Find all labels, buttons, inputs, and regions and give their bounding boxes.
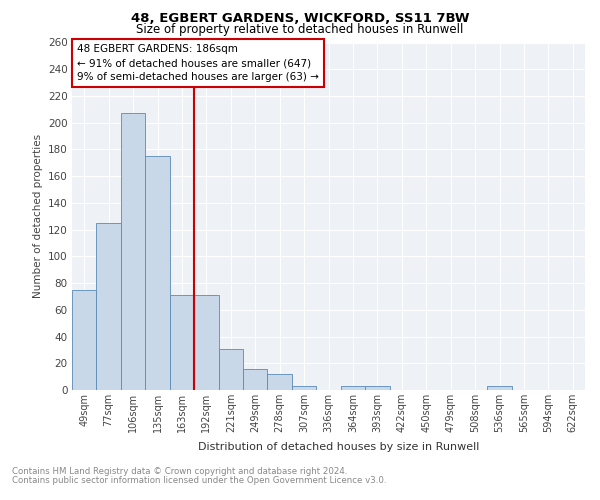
Text: 48 EGBERT GARDENS: 186sqm
← 91% of detached houses are smaller (647)
9% of semi-: 48 EGBERT GARDENS: 186sqm ← 91% of detac… [77, 44, 319, 82]
Bar [365, 386, 389, 390]
Bar [145, 156, 170, 390]
Text: Size of property relative to detached houses in Runwell: Size of property relative to detached ho… [136, 22, 464, 36]
Bar [72, 290, 97, 390]
Bar [487, 386, 512, 390]
Bar [218, 348, 243, 390]
Bar [292, 386, 316, 390]
Bar [243, 368, 268, 390]
Bar [194, 295, 218, 390]
Text: 48, EGBERT GARDENS, WICKFORD, SS11 7BW: 48, EGBERT GARDENS, WICKFORD, SS11 7BW [131, 12, 469, 26]
Bar [170, 295, 194, 390]
Bar [121, 114, 145, 390]
Bar [341, 386, 365, 390]
Text: Contains public sector information licensed under the Open Government Licence v3: Contains public sector information licen… [12, 476, 386, 485]
Y-axis label: Number of detached properties: Number of detached properties [32, 134, 43, 298]
Text: Distribution of detached houses by size in Runwell: Distribution of detached houses by size … [199, 442, 479, 452]
Text: Contains HM Land Registry data © Crown copyright and database right 2024.: Contains HM Land Registry data © Crown c… [12, 467, 347, 476]
Bar [97, 223, 121, 390]
Bar [268, 374, 292, 390]
